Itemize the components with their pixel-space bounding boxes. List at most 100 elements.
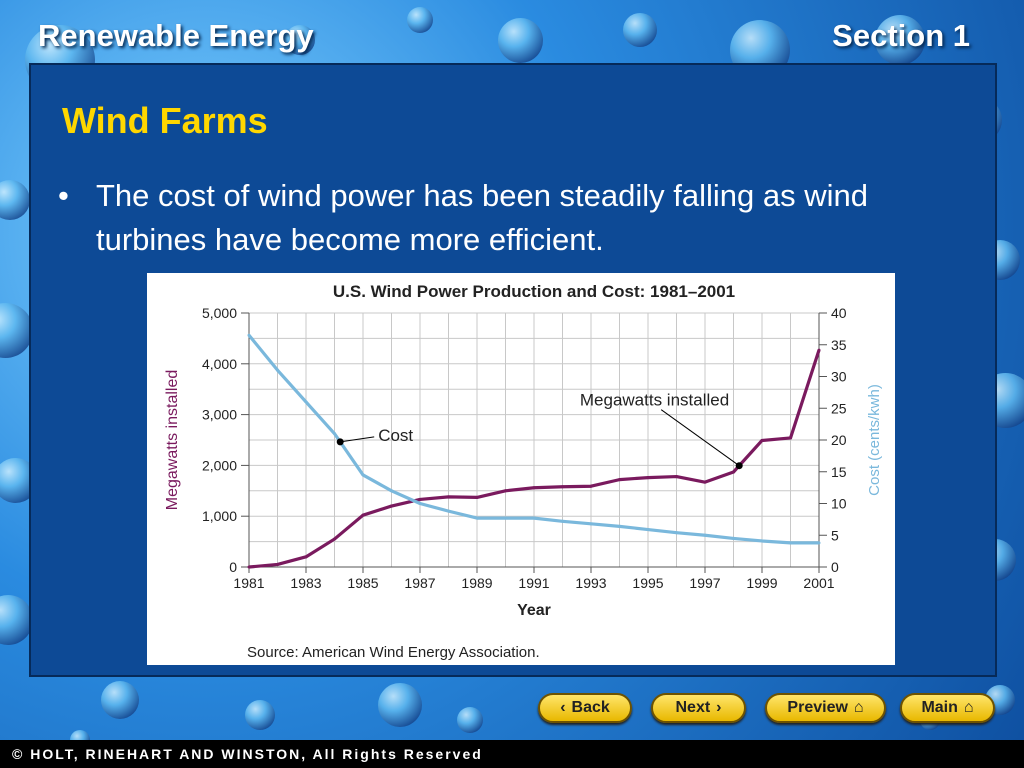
data-point	[390, 504, 393, 508]
x-axis-label: Year	[517, 602, 551, 619]
data-point	[418, 502, 422, 505]
data-point	[561, 485, 564, 489]
data-point	[418, 497, 422, 501]
footer-bar: © HOLT, RINEHART AND WINSTON, All Rights…	[0, 740, 1024, 768]
data-point	[789, 436, 792, 440]
home-icon: ⌂	[853, 699, 864, 716]
data-point	[504, 516, 507, 520]
x-tick-label: 1985	[347, 575, 378, 591]
x-tick-label: 1987	[404, 575, 435, 591]
annotation-leader-cost	[340, 436, 375, 443]
background-bubble	[378, 683, 422, 727]
data-point	[247, 333, 251, 337]
data-point	[703, 533, 707, 537]
y-left-tick-label: 3,000	[202, 407, 237, 423]
chart-title: U.S. Wind Power Production and Cost: 198…	[333, 282, 735, 301]
background-bubble	[245, 700, 275, 730]
data-point	[675, 531, 678, 535]
data-point	[561, 519, 564, 523]
x-tick-label: 1993	[575, 575, 606, 591]
y-right-tick-label: 25	[831, 400, 847, 416]
y-axis-right-label: Cost (cents/kwh)	[866, 384, 883, 496]
annotation-label-megawatts: Megawatts installed	[580, 391, 729, 410]
data-point	[589, 484, 593, 488]
data-point	[390, 489, 393, 493]
y-right-tick-label: 35	[831, 337, 847, 353]
y-left-tick-label: 5,000	[202, 305, 237, 321]
bullet-text: The cost of wind power has been steadily…	[96, 178, 868, 257]
x-tick-label: 1999	[746, 575, 777, 591]
annotation-leader-megawatts	[660, 409, 740, 467]
data-point	[475, 495, 479, 499]
background-bubble	[497, 17, 543, 63]
data-point	[333, 537, 336, 541]
section-title: Section 1	[832, 18, 970, 53]
background-bubble	[0, 180, 30, 220]
data-point	[361, 473, 365, 477]
y-right-tick-label: 0	[831, 559, 839, 575]
background-bubble	[101, 681, 139, 719]
data-point	[504, 489, 507, 493]
slide-title: Wind Farms	[62, 100, 268, 141]
main-label: Main	[921, 699, 958, 716]
background-bubble	[285, 25, 315, 55]
y-left-tick-label: 0	[229, 559, 237, 575]
data-point	[760, 539, 764, 543]
y-right-tick-label: 40	[831, 305, 847, 321]
data-point	[361, 513, 365, 517]
y-left-tick-label: 2,000	[202, 457, 237, 473]
x-tick-label: 1989	[461, 575, 492, 591]
copyright-text: © HOLT, RINEHART AND WINSTON, All Rights…	[12, 746, 483, 762]
data-point	[304, 400, 308, 404]
x-tick-label: 1991	[518, 575, 549, 591]
main-button[interactable]: Main ⌂	[900, 693, 995, 723]
preview-label: Preview	[787, 699, 848, 716]
preview-button[interactable]: Preview ⌂	[765, 693, 886, 723]
data-point	[276, 368, 279, 372]
next-button[interactable]: Next ›	[651, 693, 746, 723]
data-point	[817, 348, 821, 352]
x-tick-label: 1981	[233, 575, 264, 591]
chart-figure: U.S. Wind Power Production and Cost: 198…	[147, 273, 895, 665]
back-label: Back	[571, 699, 610, 716]
data-point	[532, 516, 536, 520]
x-tick-label: 2001	[803, 575, 834, 591]
data-point	[646, 528, 650, 532]
x-tick-label: 1995	[632, 575, 663, 591]
chevron-right-icon: ›	[716, 699, 722, 716]
course-title: Renewable Energy	[38, 18, 314, 53]
data-point	[646, 476, 650, 480]
bullet-marker: •	[58, 178, 69, 213]
background-bubble	[623, 13, 657, 47]
y-right-tick-label: 30	[831, 369, 847, 385]
y-right-tick-label: 5	[831, 527, 839, 543]
annotation-label-cost: Cost	[378, 426, 413, 445]
data-point	[675, 475, 678, 479]
y-left-tick-label: 4,000	[202, 356, 237, 372]
chart-source: Source: American Wind Energy Association…	[247, 644, 540, 661]
data-point	[475, 516, 479, 520]
data-point	[817, 541, 821, 545]
data-point	[618, 524, 621, 528]
background-bubble	[0, 302, 33, 358]
data-point	[532, 486, 536, 490]
back-button[interactable]: ‹ Back	[538, 693, 632, 723]
y-right-tick-label: 15	[831, 464, 847, 480]
data-point	[618, 478, 621, 482]
wind-chart: U.S. Wind Power Production and Cost: 198…	[164, 282, 883, 661]
x-tick-label: 1997	[689, 575, 720, 591]
data-point	[703, 480, 707, 484]
data-point	[589, 522, 593, 526]
data-point	[760, 439, 764, 443]
x-tick-label: 1983	[290, 575, 321, 591]
data-point	[276, 562, 279, 566]
chevron-left-icon: ‹	[560, 699, 566, 716]
data-point	[789, 541, 792, 545]
data-point	[447, 495, 450, 499]
data-point	[447, 509, 450, 513]
y-right-tick-label: 10	[831, 496, 847, 512]
data-point	[333, 432, 336, 436]
home-icon: ⌂	[963, 699, 974, 716]
data-point	[732, 470, 735, 474]
background-bubble	[407, 7, 433, 33]
